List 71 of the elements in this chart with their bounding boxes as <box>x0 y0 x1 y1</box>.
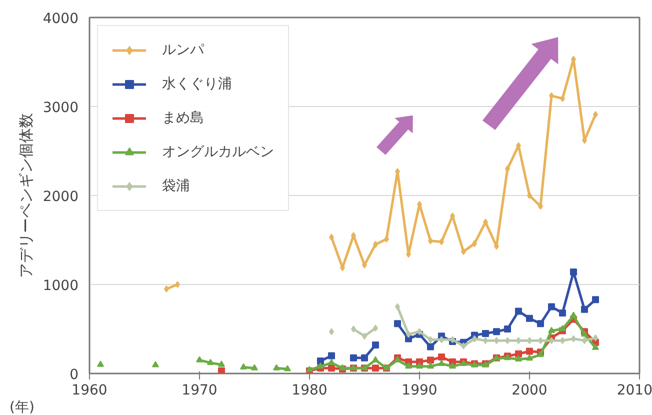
point <box>427 356 434 364</box>
point <box>570 312 577 318</box>
point <box>372 364 379 372</box>
point <box>504 326 511 332</box>
point <box>394 320 401 328</box>
x-tick-label: 2000 <box>512 382 548 398</box>
point <box>351 326 356 332</box>
point <box>570 268 577 276</box>
point <box>240 363 247 370</box>
x-tick-label: 1980 <box>292 382 328 398</box>
point <box>328 358 335 366</box>
point <box>592 344 599 350</box>
point <box>438 354 445 361</box>
point <box>218 367 225 374</box>
point <box>372 342 379 349</box>
point <box>427 362 434 369</box>
point <box>251 364 258 370</box>
point <box>152 361 159 368</box>
y-axis-title: アデリーペンギン個体数 <box>16 113 35 278</box>
point <box>527 192 532 199</box>
legend-label: ルンパ <box>162 41 204 59</box>
point <box>361 354 368 362</box>
point <box>273 364 280 370</box>
point <box>218 360 225 367</box>
legend-label: まめ島 <box>162 109 204 127</box>
point <box>350 354 357 362</box>
point <box>317 358 324 365</box>
y-tick-label: 1000 <box>42 278 79 294</box>
point <box>493 328 500 336</box>
point <box>196 356 203 362</box>
legend-label: 水くぐり浦 <box>162 75 232 93</box>
point <box>449 362 456 369</box>
point <box>372 356 379 362</box>
x-tick-label: 2010 <box>616 382 652 398</box>
point <box>537 320 544 328</box>
point <box>438 360 445 366</box>
point <box>526 314 533 322</box>
point <box>482 330 489 337</box>
point <box>405 335 412 342</box>
point <box>548 326 555 334</box>
point <box>175 281 180 288</box>
point <box>328 364 335 372</box>
point <box>328 352 335 360</box>
point <box>548 303 555 310</box>
point <box>515 355 522 362</box>
point <box>405 362 412 369</box>
legend-label: オングルカルベン <box>162 143 274 161</box>
y-tick-label: 3000 <box>42 100 79 116</box>
point <box>515 308 522 315</box>
point <box>284 365 291 372</box>
point <box>416 362 423 369</box>
x-tick-label: 1970 <box>182 382 218 398</box>
legend-label: 袋浦 <box>162 177 190 195</box>
point <box>317 362 324 369</box>
y-tick-label: 0 <box>70 367 79 383</box>
point <box>559 309 566 316</box>
point <box>559 325 566 332</box>
point <box>207 358 214 366</box>
x-axis-title: (年) <box>10 400 34 415</box>
point <box>97 360 104 367</box>
y-tick-label: 4000 <box>42 11 79 27</box>
point <box>526 354 533 361</box>
x-tick-label: 1990 <box>402 382 438 398</box>
point <box>339 364 346 370</box>
y-tick-label: 2000 <box>42 189 79 205</box>
point <box>526 348 533 355</box>
point <box>515 350 522 358</box>
x-tick-label: 1960 <box>72 382 108 398</box>
point <box>581 306 588 313</box>
point <box>427 343 434 350</box>
point <box>592 296 599 304</box>
